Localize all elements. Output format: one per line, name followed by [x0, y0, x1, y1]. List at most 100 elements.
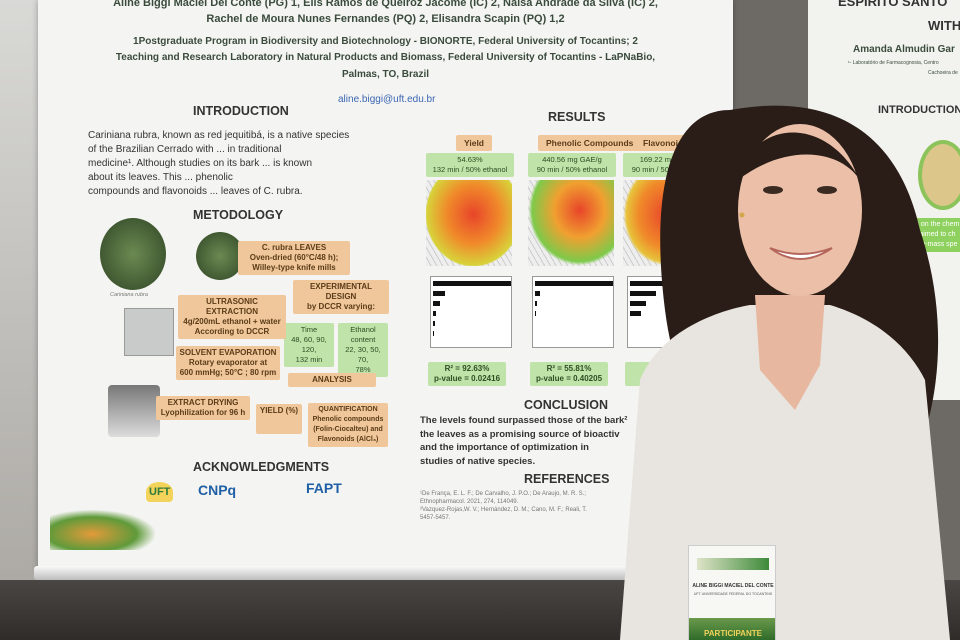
result-value: 54.63% [457, 155, 483, 164]
stats-box: R² = 92.63% p-value = 0.02416 [428, 362, 506, 386]
neck [755, 295, 825, 410]
cnpq-logo: CNPq [198, 482, 237, 498]
lyophilizer-photo [108, 385, 160, 437]
poster2-title-2: WITH [928, 18, 960, 33]
badge-name: ALINE BIGGI MACIEL DEL CONTE [692, 583, 774, 589]
poster2-section: INTRODUCTION [878, 104, 960, 116]
r-squared: R² = 92.63% [444, 364, 490, 373]
face [738, 124, 862, 296]
time-box: Time 48, 60, 90, 120, 132 min [284, 323, 334, 367]
woman-photo [620, 105, 950, 640]
pareto-bar [433, 301, 440, 306]
text: ies on the chem [910, 221, 960, 228]
text: and the importance of optimization in [420, 442, 589, 453]
photo-caption: Cariniana rubra [110, 292, 148, 298]
text: about its leaves. This ... phenolic [88, 172, 233, 183]
results-heading: RESULTS [548, 110, 606, 124]
poster2-author: Amanda Almudin Gar [853, 44, 955, 55]
result-value: 169.22 mg QE/g [639, 155, 695, 164]
ultrasonic-device-photo [124, 308, 174, 356]
response-surface-plot [426, 180, 512, 266]
result-condition: 132 min / 50% ethanol [432, 165, 508, 174]
quantification-step: QUANTIFICATION Phenolic compounds (Folin… [308, 403, 388, 447]
text: dy aimed to ch [910, 231, 956, 238]
text: studies of native species. [420, 455, 536, 467]
ethanol-box: Ethanol content 22, 30, 50, 70, 78% [338, 323, 388, 377]
text: 5457-5457. [420, 515, 451, 521]
conclusion-text: The levels found surpassed those of the … [420, 414, 740, 468]
references-heading: REFERENCES [524, 472, 610, 486]
badge-logo [697, 558, 769, 570]
evaporation-step: SOLVENT EVAPORATION Rotary evaporator at… [176, 346, 280, 380]
hair-fringe [738, 132, 865, 190]
poster2-affil-2: Cachoeira de [928, 70, 958, 76]
pareto-bar [535, 311, 536, 316]
pareto-bar [630, 291, 656, 296]
text: medicine¹. Although studies on its bark … [88, 158, 313, 169]
poster-authors: Aline Biggi Maciel Del Conte (PG) 1, Eli… [113, 0, 658, 9]
introduction-text: Cariniana rubra, known as red jequitibá,… [88, 129, 393, 199]
text: compounds and flavonoids ... leaves of C… [88, 186, 303, 197]
text: the leaves as a promising source of bioa… [420, 428, 620, 440]
introduction-heading: INTRODUCTION [193, 104, 289, 118]
ultrasonic-step: ULTRASONIC EXTRACTION 4g/200mL ethanol +… [178, 295, 286, 339]
background-wall [0, 0, 40, 640]
poster-affiliation-3: Palmas, TO, Brazil [341, 69, 430, 80]
result-condition: 90 min / 50% ethanol [536, 165, 608, 174]
text: Ethnopharmacol. 2021, 274, 114049. [420, 499, 519, 505]
result-label: Phenolic Compounds [538, 135, 642, 151]
references-text: ¹De França, E. L. F.; De Carvalho, J. P.… [420, 490, 587, 522]
text: The levels found surpassed those of the … [420, 415, 628, 426]
stats-box: R² = 55.81% p-value = 0.40205 [530, 362, 608, 386]
uft-logo: UFT [146, 482, 174, 502]
p-value: p-value = 0.02416 [433, 374, 501, 383]
methodology-heading: METODOLOGY [193, 208, 284, 222]
badge-footer [689, 618, 775, 640]
yield-step: YIELD (%) [256, 404, 302, 434]
poster-roller-bar [34, 566, 737, 580]
result-value-box: 440.56 mg GAE/g 90 min / 50% ethanol [528, 153, 616, 177]
p-value: p-value = 0.40205 [535, 374, 603, 383]
pareto-bar [433, 281, 511, 286]
scientific-poster: Aline Biggi Maciel Del Conte (PG) 1, Eli… [38, 0, 733, 572]
poster-affiliation: 1Postgraduate Program in Biodiversity an… [133, 36, 638, 47]
pareto-chart [430, 276, 512, 348]
leaf-decoration [50, 510, 155, 550]
text: of the Brazilian Cerrado with ... in tra… [88, 144, 282, 155]
pareto-bar [535, 291, 540, 296]
earring [739, 212, 745, 218]
response-surface-plot [528, 180, 614, 266]
poster-authors-2: Rachel de Moura Nunes Fernandes (PQ) 2, … [206, 13, 565, 25]
poster-email: aline.biggi@uft.edu.br [338, 94, 436, 105]
text: ¹De França, E. L. F.; De Carvalho, J. P.… [420, 491, 586, 497]
leaves-photo [196, 232, 244, 280]
right-eye [817, 186, 837, 194]
poster2-title: ESPIRITO SANTO [838, 0, 948, 9]
text: Cariniana rubra, known as red jequitibá,… [88, 130, 350, 141]
r-squared: R² = 55.81% [546, 364, 592, 373]
conclusion-heading: CONCLUSION [524, 398, 609, 412]
badge-org: UFT UNIVERSIDADE FEDERAL DO TOCANTINS [693, 592, 773, 596]
design-step: EXPERIMENTAL DESIGN by DCCR varying: [293, 280, 389, 314]
poster-affiliation-2: Teaching and Research Laboratory in Natu… [115, 52, 656, 63]
pareto-bar [630, 301, 646, 306]
text: aphy-mass spe [910, 241, 958, 248]
result-label: Yield [456, 135, 492, 151]
left-eye [763, 186, 783, 194]
pareto-bar [630, 311, 641, 316]
pareto-bar [433, 311, 436, 316]
result-value: 440.56 mg GAE/g [542, 155, 602, 164]
pareto-bar [433, 321, 435, 326]
poster2-affil: ¹- Laboratório de Farmacognosia, Centro [848, 60, 939, 66]
name-badge: ALINE BIGGI MACIEL DEL CONTE UFT UNIVERS… [688, 545, 776, 640]
tree-photo [100, 218, 166, 290]
acknowledgments-heading: ACKNOWLEDGMENTS [193, 460, 330, 474]
pareto-bar [535, 281, 613, 286]
fapt-logo: FAPT [306, 480, 342, 496]
leaves-step: C. rubra LEAVES Oven-dried (60°C/48 h); … [238, 241, 350, 275]
pareto-bar [433, 291, 445, 296]
drying-step: EXTRACT DRYING Lyophilization for 96 h [156, 396, 250, 420]
analysis-step: ANALYSIS [288, 373, 376, 387]
smile [769, 247, 833, 260]
pareto-chart [532, 276, 614, 348]
